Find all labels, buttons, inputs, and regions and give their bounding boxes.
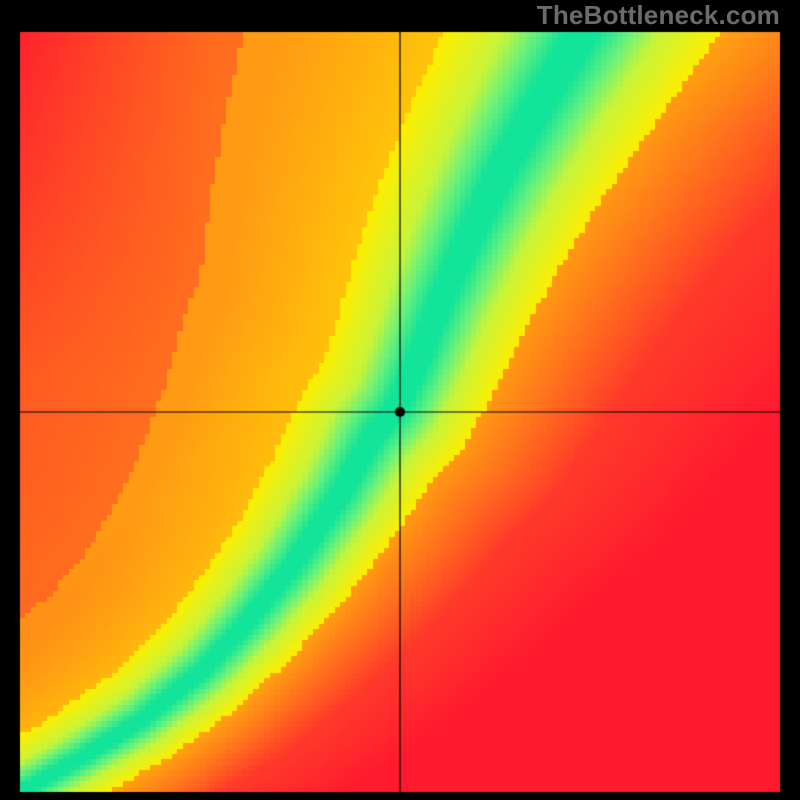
watermark-text: TheBottleneck.com [537,0,780,31]
chart-frame: TheBottleneck.com [0,0,800,800]
bottleneck-heatmap [0,0,800,800]
